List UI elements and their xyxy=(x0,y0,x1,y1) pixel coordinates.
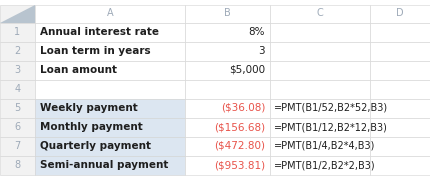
Text: Loan amount: Loan amount xyxy=(40,65,117,75)
Text: C: C xyxy=(316,8,323,18)
Text: 8: 8 xyxy=(15,160,21,170)
Bar xyxy=(270,42,370,61)
Bar xyxy=(185,98,270,117)
Bar xyxy=(370,61,430,79)
Bar xyxy=(35,79,185,98)
Bar xyxy=(35,61,185,79)
Polygon shape xyxy=(0,4,35,23)
Bar xyxy=(370,137,430,156)
Bar xyxy=(185,23,270,42)
Text: 3: 3 xyxy=(258,46,265,56)
Bar xyxy=(0,156,35,175)
Text: Monthly payment: Monthly payment xyxy=(40,122,143,132)
Bar xyxy=(370,79,430,98)
Bar xyxy=(0,61,35,79)
Bar xyxy=(0,117,35,137)
Text: Weekly payment: Weekly payment xyxy=(40,103,138,113)
Text: $5,000: $5,000 xyxy=(229,65,265,75)
Bar xyxy=(370,98,430,117)
Bar xyxy=(370,117,430,137)
Bar xyxy=(0,137,35,156)
Bar xyxy=(370,42,430,61)
Text: 5: 5 xyxy=(14,103,21,113)
Text: A: A xyxy=(107,8,114,18)
Bar xyxy=(0,79,35,98)
Text: ($472.80): ($472.80) xyxy=(214,141,265,151)
Bar xyxy=(0,23,35,42)
Bar xyxy=(370,4,430,23)
Bar xyxy=(185,61,270,79)
Text: 7: 7 xyxy=(14,141,21,151)
Bar xyxy=(35,117,185,137)
Bar xyxy=(185,79,270,98)
Bar xyxy=(35,23,185,42)
Bar xyxy=(185,4,270,23)
Text: Annual interest rate: Annual interest rate xyxy=(40,27,159,37)
Bar xyxy=(35,42,185,61)
Bar xyxy=(0,42,35,61)
Text: Quarterly payment: Quarterly payment xyxy=(40,141,151,151)
Text: B: B xyxy=(224,8,231,18)
Text: ($36.08): ($36.08) xyxy=(221,103,265,113)
Text: Semi-annual payment: Semi-annual payment xyxy=(40,160,169,170)
Text: Loan term in years: Loan term in years xyxy=(40,46,150,56)
Bar xyxy=(270,61,370,79)
Bar xyxy=(270,23,370,42)
Text: ($156.68): ($156.68) xyxy=(214,122,265,132)
Bar xyxy=(185,42,270,61)
Bar xyxy=(185,137,270,156)
Bar xyxy=(270,4,370,23)
Bar xyxy=(185,156,270,175)
Bar xyxy=(370,156,430,175)
Text: 1: 1 xyxy=(15,27,21,37)
Text: 8%: 8% xyxy=(249,27,265,37)
Bar xyxy=(35,98,185,117)
Text: =PMT(B1/12,B2*12,B3): =PMT(B1/12,B2*12,B3) xyxy=(274,122,388,132)
Bar xyxy=(270,117,370,137)
Text: ($953.81): ($953.81) xyxy=(214,160,265,170)
Bar xyxy=(270,79,370,98)
Text: 4: 4 xyxy=(15,84,21,94)
Text: 6: 6 xyxy=(15,122,21,132)
Bar xyxy=(270,156,370,175)
Text: =PMT(B1/52,B2*52,B3): =PMT(B1/52,B2*52,B3) xyxy=(274,103,388,113)
Text: =PMT(B1/2,B2*2,B3): =PMT(B1/2,B2*2,B3) xyxy=(274,160,376,170)
Bar xyxy=(35,4,185,23)
Bar xyxy=(270,137,370,156)
Bar xyxy=(0,4,35,23)
Text: D: D xyxy=(396,8,404,18)
Bar xyxy=(185,117,270,137)
Text: 3: 3 xyxy=(15,65,21,75)
Text: 2: 2 xyxy=(14,46,21,56)
Bar xyxy=(270,98,370,117)
Bar xyxy=(0,98,35,117)
Bar xyxy=(35,156,185,175)
Bar xyxy=(35,137,185,156)
Bar xyxy=(370,23,430,42)
Text: =PMT(B1/4,B2*4,B3): =PMT(B1/4,B2*4,B3) xyxy=(274,141,375,151)
